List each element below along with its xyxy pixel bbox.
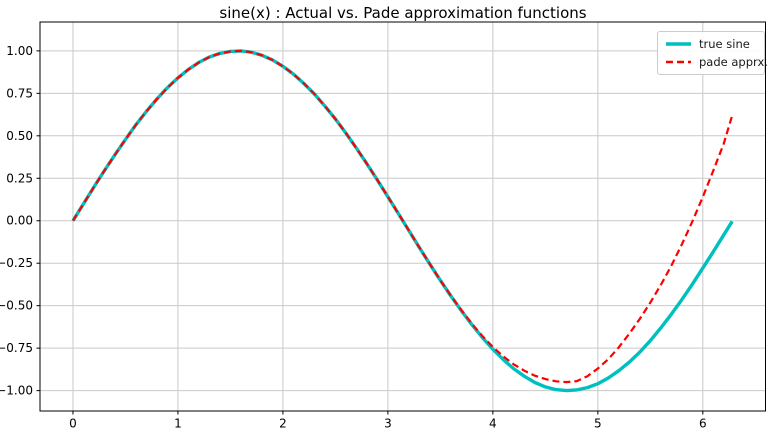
- y-tick-label: 0.75: [6, 86, 33, 100]
- x-tick-label: 3: [384, 417, 392, 431]
- axes-spines: [39, 21, 766, 412]
- y-tick-label: −1.00: [0, 384, 33, 398]
- y-tick-label: −0.25: [0, 256, 33, 270]
- y-tick-label: 0.00: [6, 214, 33, 228]
- pade-apprx-dashed-swatch-icon: [666, 60, 691, 64]
- x-tick-label: 0: [69, 417, 77, 431]
- series-line-pade-apprx-: [72, 49, 734, 384]
- legend-item-pade-apprx: pade apprx.: [665, 55, 768, 69]
- y-tick-label: −0.50: [0, 299, 33, 313]
- tick-labels: 0 1 2 3 4 5 6 −1.00 −0.75 −0.50 −0.25 0.00 0.25 0.50 0…: [0, 44, 707, 431]
- x-tick-label: 5: [594, 417, 602, 431]
- legend: true sine pade apprx.: [657, 31, 768, 75]
- x-tick-label: 2: [279, 417, 287, 431]
- series-line-true-sine: [71, 49, 734, 393]
- x-tick-label: 4: [489, 417, 497, 431]
- x-tick-label: 1: [174, 417, 182, 431]
- true-sine-line-swatch-icon: [666, 42, 691, 46]
- legend-item-true-sine: true sine: [665, 37, 757, 51]
- y-tick-label: 0.50: [6, 129, 33, 143]
- tick-marks: [36, 50, 704, 415]
- chart-title: sine(x) : Actual vs. Pade approximation …: [219, 4, 587, 22]
- gridlines: [40, 22, 766, 411]
- legend-label-true-sine: true sine: [699, 37, 750, 51]
- x-tick-label: 6: [699, 417, 707, 431]
- y-tick-label: 0.25: [6, 171, 33, 185]
- legend-label-pade-apprx: pade apprx.: [699, 55, 768, 69]
- y-tick-label: −0.75: [0, 341, 33, 355]
- y-tick-label: 1.00: [6, 44, 33, 58]
